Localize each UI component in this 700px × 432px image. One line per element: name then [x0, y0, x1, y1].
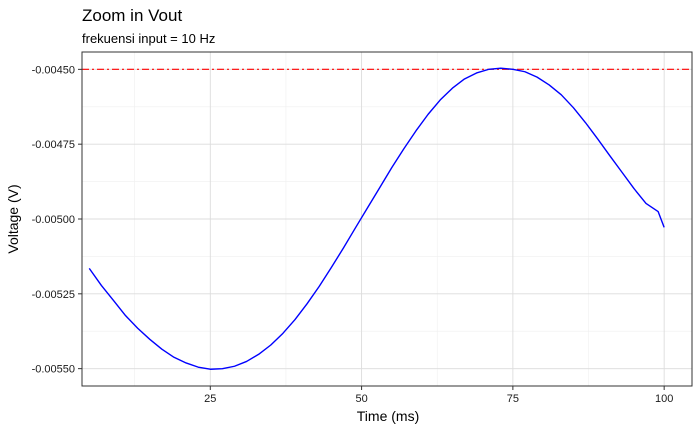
y-tick-label: -0.00475 — [32, 139, 75, 151]
chart-subtitle: frekuensi input = 10 Hz — [82, 31, 215, 46]
x-tick-label: 25 — [204, 393, 216, 405]
series-line-0 — [88, 67, 665, 370]
y-tick-label: -0.00500 — [32, 214, 75, 226]
y-axis-title: Voltage (V) — [5, 184, 21, 253]
x-axis-title: Time (ms) — [357, 408, 419, 424]
axis-ticks: 25 50 75 100 -0.00450 -0.00475 -0.00500 -0.0052… — [32, 64, 674, 405]
x-tick-label: 50 — [355, 393, 367, 405]
y-tick-label: -0.00525 — [32, 289, 75, 301]
y-tick-label: -0.00450 — [32, 64, 75, 76]
y-tick-label: -0.00550 — [32, 364, 75, 376]
chart-title: Zoom in Vout — [82, 6, 182, 25]
grid — [82, 52, 692, 386]
x-tick-label: 100 — [655, 393, 673, 405]
x-tick-label: 75 — [507, 393, 519, 405]
series-layer — [88, 67, 665, 370]
